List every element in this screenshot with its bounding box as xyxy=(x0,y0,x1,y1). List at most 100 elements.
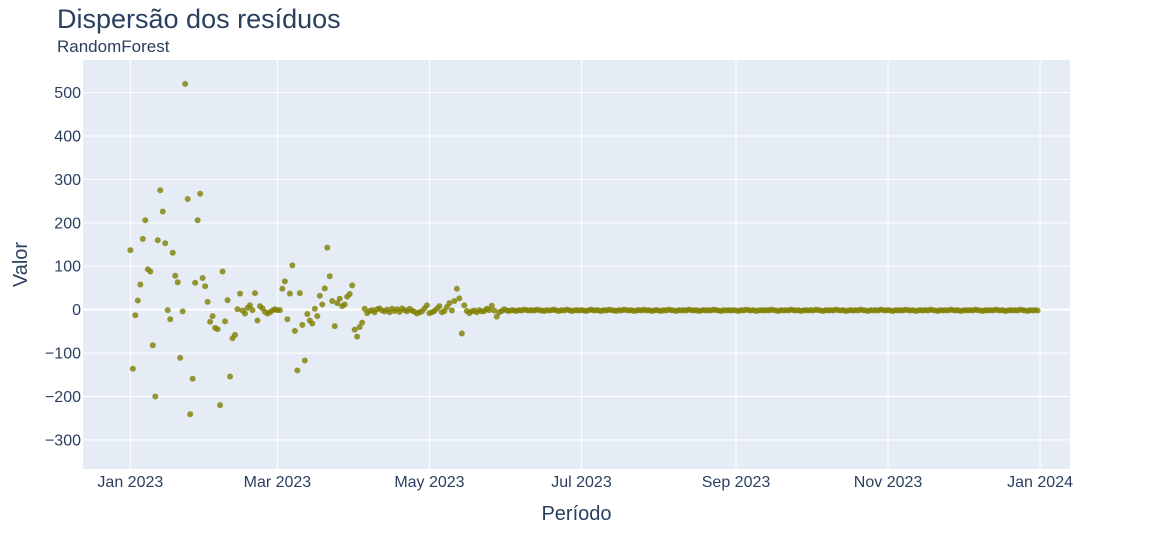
data-point xyxy=(284,316,291,323)
data-point xyxy=(321,285,328,292)
data-point xyxy=(341,301,348,308)
data-point xyxy=(251,290,258,297)
data-point xyxy=(354,333,361,340)
data-point xyxy=(356,324,363,331)
data-point xyxy=(276,307,283,314)
data-point xyxy=(202,283,209,290)
chart-title: Dispersão dos resíduos xyxy=(57,4,341,34)
data-point xyxy=(246,302,253,309)
data-point xyxy=(436,303,443,310)
data-point xyxy=(314,313,321,320)
data-point xyxy=(458,330,465,337)
data-point xyxy=(423,302,430,309)
data-point xyxy=(281,278,288,285)
data-point xyxy=(351,326,358,333)
y-axis-ticks: 500 400 300 200 100 0 −100 −200 −300 xyxy=(45,85,81,449)
y-tick-label: 400 xyxy=(54,128,81,145)
data-point xyxy=(217,402,224,409)
data-point xyxy=(157,187,164,194)
data-point xyxy=(289,262,296,269)
x-gridlines xyxy=(129,60,1041,469)
data-point xyxy=(147,268,154,275)
data-point xyxy=(184,195,191,202)
data-point xyxy=(1034,307,1041,314)
x-tick-label: Nov 2023 xyxy=(854,474,923,491)
data-point xyxy=(331,323,338,330)
data-point xyxy=(279,285,286,292)
data-point xyxy=(214,326,221,333)
data-point xyxy=(174,279,181,286)
data-point xyxy=(242,310,249,317)
data-point xyxy=(286,290,293,297)
x-tick-label: Jan 2024 xyxy=(1007,474,1073,491)
y-tick-label: 0 xyxy=(72,302,81,319)
data-point xyxy=(493,313,500,320)
data-point xyxy=(316,292,323,299)
data-point xyxy=(309,320,316,327)
data-point xyxy=(456,295,463,302)
data-point xyxy=(346,291,353,298)
x-tick-label: Mar 2023 xyxy=(244,474,312,491)
data-point xyxy=(237,290,244,297)
x-tick-label: Jul 2023 xyxy=(551,474,612,491)
data-point xyxy=(311,305,318,312)
data-point xyxy=(209,313,216,320)
data-point xyxy=(291,327,298,334)
data-point xyxy=(234,306,241,313)
data-point xyxy=(224,297,231,304)
data-point xyxy=(446,300,453,307)
data-point xyxy=(132,312,139,319)
data-point xyxy=(326,273,333,280)
data-point xyxy=(219,268,226,275)
data-point xyxy=(207,318,214,325)
data-point xyxy=(329,297,336,304)
x-axis-ticks: Jan 2023 Mar 2023 May 2023 Jul 2023 Sep 2023… xyxy=(97,474,1073,491)
data-point xyxy=(222,318,229,325)
data-point xyxy=(486,307,493,314)
data-point xyxy=(299,321,306,328)
data-point xyxy=(304,311,311,317)
y-tick-label: −200 xyxy=(45,389,81,406)
y-tick-label: 500 xyxy=(54,85,81,102)
data-point xyxy=(164,307,171,314)
data-point xyxy=(451,297,458,304)
data-point xyxy=(187,411,194,418)
data-point xyxy=(199,274,206,281)
data-point xyxy=(491,307,498,314)
data-point xyxy=(179,308,186,315)
x-tick-label: Sep 2023 xyxy=(702,474,771,491)
data-point xyxy=(448,307,455,314)
data-point xyxy=(194,217,201,224)
data-point xyxy=(159,208,166,215)
data-point xyxy=(137,281,144,288)
data-point xyxy=(162,240,169,247)
data-points xyxy=(127,80,1041,418)
y-tick-label: 300 xyxy=(54,172,81,189)
data-point xyxy=(139,235,146,242)
data-point xyxy=(154,237,161,244)
y-tick-label: 200 xyxy=(54,215,81,232)
data-point xyxy=(249,307,256,314)
data-point xyxy=(359,319,366,326)
data-point xyxy=(172,272,179,279)
chart-subtitle: RandomForest xyxy=(57,37,170,56)
data-point xyxy=(127,247,134,254)
data-point xyxy=(361,305,368,312)
data-point xyxy=(204,298,211,305)
data-point xyxy=(461,302,468,309)
data-point xyxy=(453,285,460,292)
y-axis-title: Valor xyxy=(10,242,32,288)
data-point xyxy=(349,282,356,289)
data-point xyxy=(142,217,149,224)
data-point xyxy=(152,393,159,400)
data-point xyxy=(177,354,184,361)
data-point xyxy=(296,290,303,297)
data-point xyxy=(189,375,196,382)
data-point xyxy=(294,367,301,374)
data-point xyxy=(149,342,156,349)
plot-area xyxy=(83,60,1070,469)
data-point xyxy=(324,244,331,251)
data-point xyxy=(319,301,326,308)
y-tick-label: 100 xyxy=(54,259,81,276)
y-tick-label: −300 xyxy=(45,432,81,449)
